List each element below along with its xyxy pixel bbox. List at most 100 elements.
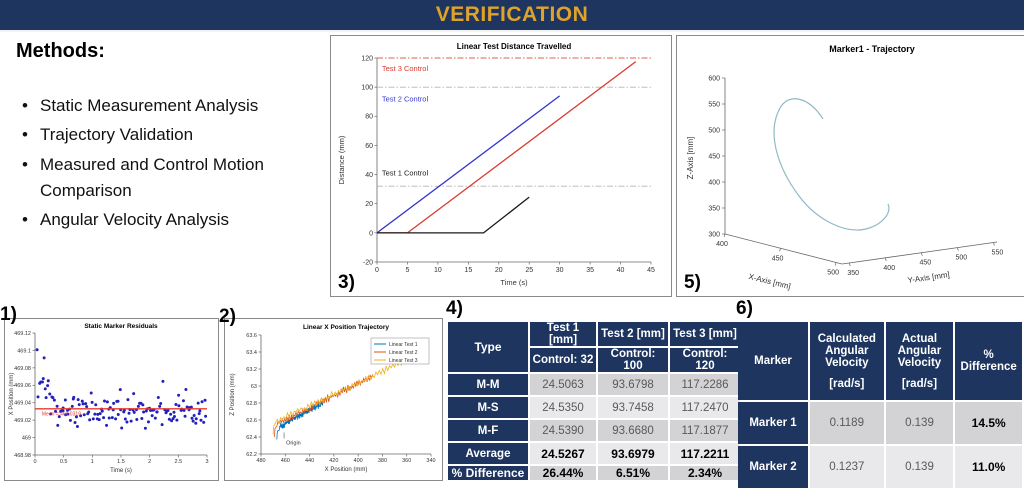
svg-text:1: 1	[91, 459, 94, 465]
cell-value: 2.34%	[670, 466, 740, 480]
svg-text:80: 80	[365, 114, 373, 121]
table4-control-header: Control: 100	[598, 348, 668, 372]
svg-text:Linear Test 2: Linear Test 2	[389, 350, 418, 356]
svg-text:480: 480	[256, 458, 265, 464]
cell-value: 24.5267	[530, 443, 596, 464]
panel-1-label: 1)	[0, 304, 17, 325]
svg-text:X Position (mm): X Position (mm)	[9, 373, 15, 416]
svg-text:440: 440	[305, 458, 314, 464]
cell-value: 93.7458	[598, 397, 668, 418]
cell-value: 93.6680	[598, 420, 668, 441]
svg-text:10: 10	[434, 267, 442, 274]
svg-text:Linear X Position Trajectory: Linear X Position Trajectory	[303, 324, 389, 331]
slide-title: VERIFICATION	[435, 3, 589, 26]
linear-x-position-panel: 480 460 440 420 400 380 360 340 62.2 62.4 62.6 62.8…	[224, 318, 443, 481]
svg-text:420: 420	[329, 458, 338, 464]
methods-item-3: Measured and Control Motion Comparison	[16, 152, 328, 205]
svg-text:62.4: 62.4	[246, 435, 257, 441]
svg-text:25: 25	[525, 267, 533, 274]
cell-value: 24.5063	[530, 374, 596, 395]
svg-text:45: 45	[647, 267, 655, 274]
svg-text:460: 460	[281, 458, 290, 464]
table4-col-header: Test 1 [mm]	[530, 322, 596, 346]
cell-value: 24.5390	[530, 420, 596, 441]
svg-text:360: 360	[402, 458, 411, 464]
svg-text:340: 340	[426, 458, 435, 464]
series-line	[272, 351, 421, 435]
svg-text:2: 2	[148, 459, 151, 465]
svg-text:600: 600	[708, 76, 720, 83]
svg-text:Z Position (mm): Z Position (mm)	[230, 373, 236, 415]
cell-value: 6.51%	[598, 466, 668, 480]
verification-slide: { "header": { "title": "VERIFICATION" },…	[0, 0, 1024, 480]
svg-text:100: 100	[361, 85, 373, 92]
cell-value: 117.1877	[670, 420, 740, 441]
svg-text:Marker1 - Trajectory: Marker1 - Trajectory	[829, 44, 915, 54]
distance-comparison-table: Type Test 1 [mm] Test 2 [mm] Test 3 [mm]…	[446, 320, 742, 482]
svg-text:0: 0	[33, 459, 36, 465]
svg-text:500: 500	[708, 128, 720, 135]
svg-text:40: 40	[617, 267, 625, 274]
svg-text:350: 350	[708, 206, 720, 213]
panel-5-label: 5)	[684, 272, 701, 293]
svg-text:60: 60	[365, 143, 373, 150]
row-label: M-S	[448, 397, 528, 418]
svg-text:Origin: Origin	[286, 440, 301, 446]
methods-item-2: Trajectory Validation	[16, 122, 328, 149]
methods-item-4: Angular Velocity Analysis	[16, 207, 328, 234]
table6-corner-header: Marker	[738, 322, 809, 400]
cell-value: 93.6979	[598, 443, 668, 464]
svg-text:469.06: 469.06	[14, 383, 31, 389]
row-label: % Difference	[448, 466, 528, 480]
legend: Linear Test 1 Linear Test 2 Linear Test 3	[370, 337, 430, 365]
methods-heading: Methods:	[16, 40, 105, 62]
table-row: M-F 24.5390 93.6680 117.1877	[448, 420, 740, 441]
svg-text:40: 40	[365, 172, 373, 179]
svg-text:62.6: 62.6	[246, 418, 257, 424]
panel-6-label: 6)	[736, 298, 753, 319]
svg-text:400: 400	[883, 265, 895, 272]
svg-text:Static Marker Residuals: Static Marker Residuals	[84, 323, 158, 330]
marker1-trajectory-panel: Marker1 - Trajectory 300 350 400 450 500 550 60…	[676, 35, 1024, 297]
svg-text:550: 550	[708, 102, 720, 109]
svg-text:469.08: 469.08	[14, 366, 31, 372]
svg-text:0: 0	[369, 230, 373, 237]
panel-4-label: 4)	[446, 298, 463, 319]
svg-text:Mean = 469.0319: Mean = 469.0319	[42, 411, 81, 417]
cell-value: 11.0%	[955, 446, 1022, 488]
title-banner: VERIFICATION	[0, 0, 1024, 32]
row-label: M-F	[448, 420, 528, 441]
cell-value: 117.2470	[670, 397, 740, 418]
cell-value: 0.1237	[810, 446, 884, 488]
cell-value: 26.44%	[530, 466, 596, 480]
header-title: Calculated Angular Velocity	[817, 332, 876, 369]
svg-text:3: 3	[205, 459, 208, 465]
static-marker-residuals-panel: 0 0.5 1 1.5 2 2.5 3 468.98 469 469.02 469.04 469.06…	[4, 318, 219, 481]
cell-value: 0.1189	[810, 402, 884, 444]
series-line	[276, 401, 324, 440]
svg-text:35: 35	[586, 267, 594, 274]
methods-item-1: Static Measurement Analysis	[16, 93, 328, 120]
svg-text:350: 350	[847, 270, 859, 277]
table6-col-header: Calculated Angular Velocity [rad/s]	[810, 322, 884, 400]
series-line	[376, 95, 561, 234]
angular-velocity-table: Marker Calculated Angular Velocity [rad/…	[736, 320, 1024, 490]
svg-text:Test 2 Control: Test 2 Control	[382, 95, 429, 104]
table-row: % Difference 26.44% 6.51% 2.34%	[448, 466, 740, 480]
svg-text:62.8: 62.8	[246, 401, 257, 407]
svg-text:2.5: 2.5	[175, 459, 183, 465]
header-unit: [rad/s]	[829, 377, 865, 390]
svg-text:400: 400	[716, 241, 728, 248]
cell-value: 14.5%	[955, 402, 1022, 444]
svg-text:Z-Axis [mm]: Z-Axis [mm]	[686, 137, 695, 180]
svg-text:450: 450	[919, 260, 931, 267]
header-unit: [rad/s]	[901, 377, 938, 390]
static-marker-residuals-chart: 0 0.5 1 1.5 2 2.5 3 468.98 469 469.02 469.04 469.06…	[9, 323, 209, 474]
svg-text:62.2: 62.2	[246, 452, 257, 458]
scatter-points	[35, 348, 208, 430]
cell-value: 0.139	[885, 446, 954, 488]
cell-value: 24.5350	[530, 397, 596, 418]
table-row: M-S 24.5350 93.7458 117.2470	[448, 397, 740, 418]
table4-control-header: Control: 32	[530, 348, 596, 372]
svg-text:500: 500	[827, 270, 839, 277]
